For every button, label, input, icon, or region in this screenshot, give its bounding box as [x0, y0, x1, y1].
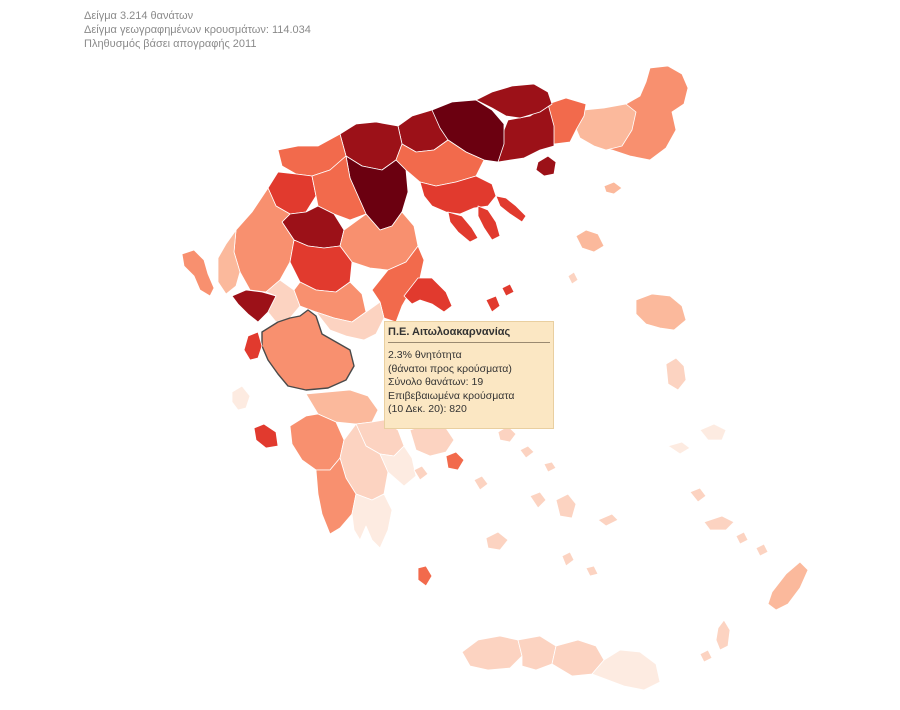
cases-sample-note: Δείγμα γεωγραφημένων κρουσμάτων: 114.034 — [84, 24, 311, 36]
region-pilio[interactable] — [403, 277, 453, 313]
region-amorgos[interactable] — [597, 513, 619, 527]
region-zakynthos[interactable] — [253, 423, 279, 449]
region-magnesia[interactable] — [371, 245, 425, 323]
region-thasos-east[interactable] — [575, 229, 605, 253]
region-lefkada[interactable] — [243, 331, 263, 361]
region-ilia[interactable] — [289, 413, 345, 471]
region-mykonos[interactable] — [543, 461, 557, 473]
tooltip-confirmed-cases-value: (10 Δεκ. 20): 820 — [388, 403, 467, 415]
region-lasithi[interactable] — [591, 649, 661, 691]
region-chalkidiki-kassandra[interactable] — [447, 211, 479, 243]
region-argolida[interactable] — [379, 445, 417, 487]
region-ios[interactable] — [585, 565, 599, 577]
region-syros[interactable] — [445, 451, 465, 471]
region-karpathos[interactable] — [715, 619, 731, 651]
region-rodopi[interactable] — [573, 103, 637, 151]
region-preveza[interactable] — [231, 289, 277, 323]
region-kythira[interactable] — [417, 565, 433, 587]
deaths-sample-note: Δείγμα 3.214 θανάτων — [84, 10, 194, 22]
region-kalymnos[interactable] — [689, 487, 707, 503]
region-fthiotida[interactable] — [315, 301, 385, 341]
region-chios[interactable] — [665, 357, 687, 391]
region-tilos[interactable] — [755, 543, 769, 557]
region-lesvos[interactable] — [635, 293, 687, 331]
region-chania[interactable] — [461, 635, 523, 671]
region-ikaria[interactable] — [667, 441, 691, 455]
region-tooltip: Π.Ε. Αιτωλοακαρνανίας 2.3% θνητότητα (θά… — [384, 321, 554, 429]
region-samos[interactable] — [699, 423, 727, 441]
region-rethymno[interactable] — [517, 635, 557, 671]
region-chalkidiki[interactable] — [419, 175, 497, 215]
region-sporades[interactable] — [485, 283, 515, 313]
region-milos[interactable] — [485, 531, 509, 551]
tooltip-title: Π.Ε. Αιτωλοακαρνανίας — [388, 326, 550, 343]
tooltip-confirmed-cases-label: Επιβεβαιωμένα κρούσματα — [388, 389, 515, 402]
region-aegina[interactable] — [413, 465, 429, 481]
region-thesprotia[interactable] — [217, 229, 241, 295]
region-nisyros[interactable] — [735, 531, 749, 545]
region-paros[interactable] — [529, 491, 547, 509]
region-lakonia[interactable] — [351, 493, 393, 549]
region-samothraki[interactable] — [603, 181, 623, 195]
tooltip-mortality: 2.3% θνητότητα — [388, 349, 462, 361]
region-naxos[interactable] — [555, 493, 577, 519]
region-santorini[interactable] — [561, 551, 575, 567]
region-kea[interactable] — [473, 475, 489, 491]
region-kefalonia[interactable] — [231, 385, 251, 411]
region-tinos[interactable] — [519, 445, 535, 459]
region-drama[interactable] — [475, 83, 553, 119]
region-aitoloakarnania[interactable] — [261, 309, 355, 391]
population-note: Πληθυσμός βάσει απογραφής 2011 — [84, 38, 257, 50]
region-rhodes[interactable] — [767, 561, 809, 611]
region-chalkidiki-sithonia[interactable] — [477, 205, 501, 241]
region-corfu[interactable] — [181, 249, 215, 297]
region-limnos[interactable] — [567, 271, 579, 285]
region-chalkidiki-athos[interactable] — [495, 195, 527, 223]
tooltip-mortality-note: (θάνατοι προς κρούσματα) — [388, 362, 512, 375]
region-thasos[interactable] — [535, 155, 557, 177]
map-notes: Δείγμα 3.214 θανάτων Δείγμα γεωγραφημένω… — [84, 9, 311, 51]
region-kos[interactable] — [703, 515, 735, 531]
region-kasos[interactable] — [699, 649, 713, 663]
tooltip-total-deaths: Σύνολο θανάτων: 19 — [388, 376, 484, 388]
